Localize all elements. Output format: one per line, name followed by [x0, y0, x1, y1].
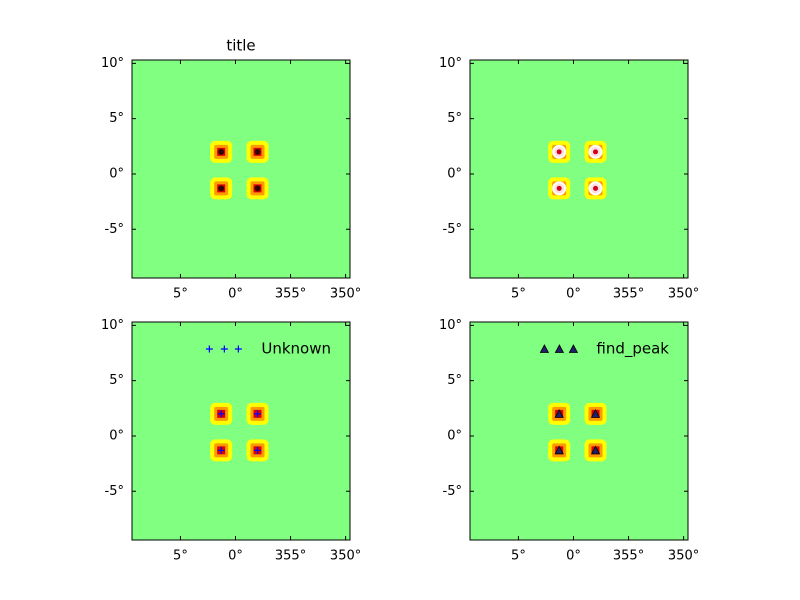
marker-triangle: [539, 344, 550, 353]
y-tick-label: -5°: [105, 484, 124, 499]
marker-dot: [556, 149, 562, 155]
legend-label: find_peak: [596, 340, 669, 359]
marker-plus: [254, 446, 262, 454]
peak-marker: [588, 144, 603, 159]
marker-dot: [593, 149, 599, 155]
x-tick-label: 355°: [275, 287, 306, 302]
y-tick-label: 5°: [447, 111, 462, 126]
marker-plus: [254, 410, 262, 418]
axes-frame: [131, 59, 351, 279]
axes-frame: [131, 321, 351, 541]
x-tick-label: 350°: [330, 287, 361, 302]
axes-frame: [469, 59, 689, 279]
image-background: [470, 60, 688, 278]
peak-marker: [254, 410, 262, 418]
x-tick-label: 355°: [275, 549, 306, 564]
marker-triangle: [554, 344, 565, 353]
x-tick-label: 5°: [511, 287, 526, 302]
image-background: [470, 322, 688, 540]
x-tick-label: 5°: [173, 287, 188, 302]
y-tick-label: 5°: [109, 111, 124, 126]
peak-marker: [552, 181, 567, 196]
marker-dot: [218, 185, 225, 192]
image-background: [132, 60, 350, 278]
x-tick-label: 350°: [330, 549, 361, 564]
x-tick-label: 0°: [228, 287, 243, 302]
x-tick-label: 355°: [613, 549, 644, 564]
legend-label: Unknown: [261, 340, 331, 358]
y-tick-label: -5°: [105, 222, 124, 237]
marker-plus: [205, 345, 213, 353]
x-tick-label: 350°: [668, 287, 699, 302]
peak-marker: [590, 408, 601, 418]
marker-dot: [556, 185, 562, 191]
x-tick-label: 5°: [511, 549, 526, 564]
marker-dot: [254, 185, 261, 192]
marker-triangle: [568, 344, 579, 353]
y-tick-label: -5°: [443, 222, 462, 237]
y-tick-label: 5°: [447, 373, 462, 388]
peak-marker: [217, 410, 225, 418]
y-tick-label: 0°: [447, 428, 462, 443]
marker-triangle: [590, 445, 601, 455]
peak-marker: [254, 185, 261, 192]
peak-marker: [588, 181, 603, 196]
x-tick-label: 0°: [566, 549, 581, 564]
marker-triangle: [590, 408, 601, 418]
marker-triangle: [554, 408, 564, 418]
x-tick-label: 5°: [173, 549, 188, 564]
marker-dot: [218, 148, 225, 155]
x-tick-label: 350°: [668, 549, 699, 564]
y-tick-label: 10°: [101, 318, 124, 333]
x-tick-label: 0°: [228, 549, 243, 564]
peak-marker: [554, 445, 564, 455]
legend-marker: [539, 344, 579, 353]
marker-plus: [220, 345, 228, 353]
marker-dot: [593, 185, 599, 191]
y-tick-label: 5°: [109, 373, 124, 388]
y-tick-label: 10°: [439, 318, 462, 333]
y-tick-label: 0°: [109, 166, 124, 181]
image-background: [132, 322, 350, 540]
x-tick-label: 0°: [566, 287, 581, 302]
marker-plus: [217, 446, 225, 454]
marker-dot: [254, 148, 261, 155]
peak-marker: [552, 144, 567, 159]
peak-marker: [254, 446, 262, 454]
y-tick-label: -5°: [443, 484, 462, 499]
y-tick-label: 10°: [439, 56, 462, 71]
peak-marker: [218, 148, 225, 155]
x-tick-label: 355°: [613, 287, 644, 302]
marker-plus: [217, 410, 225, 418]
y-tick-label: 10°: [101, 56, 124, 71]
axes-frame: [469, 321, 689, 541]
peak-marker: [554, 408, 564, 418]
peak-marker: [217, 446, 225, 454]
marker-triangle: [554, 445, 564, 455]
legend-marker: [205, 345, 242, 353]
marker-plus: [234, 345, 242, 353]
peak-marker: [254, 148, 261, 155]
peak-marker: [590, 445, 601, 455]
y-tick-label: 0°: [447, 166, 462, 181]
peak-marker: [218, 185, 225, 192]
chart-title: title: [226, 37, 255, 55]
y-tick-label: 0°: [109, 428, 124, 443]
